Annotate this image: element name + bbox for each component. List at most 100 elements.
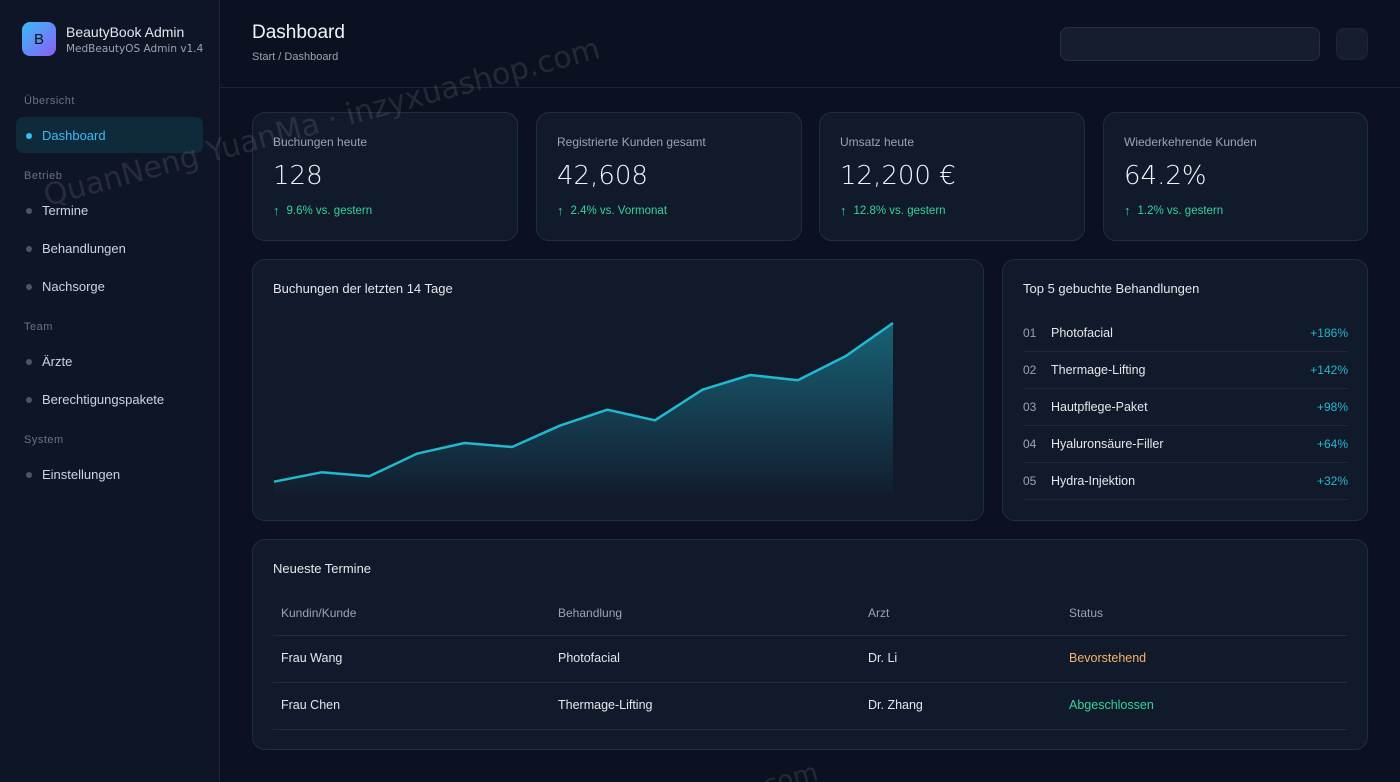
sidebar-item-label: Nachsorge	[42, 278, 105, 294]
chart-point[interactable]	[462, 441, 466, 445]
chart-point[interactable]	[272, 480, 276, 484]
kpi-card-registered-customers: Registrierte Kunden gesamt 42,608 ↑ 2.4% …	[536, 112, 802, 241]
treatment-name: Thermage-Lifting	[1051, 363, 1146, 377]
kpi-delta: ↑ 1.2% vs. gestern	[1124, 203, 1223, 218]
treatment-change: +64%	[1316, 437, 1348, 451]
chart-point[interactable]	[605, 408, 609, 412]
chart-point[interactable]	[367, 474, 371, 478]
cell-treatment: Thermage-Lifting	[558, 698, 653, 712]
sidebar-item-permission-packages[interactable]: Berechtigungspakete	[16, 381, 203, 417]
bookings-chart-card: Buchungen der letzten 14 Tage	[252, 259, 984, 521]
watermark-fragment: com	[760, 757, 822, 782]
sidebar-item-label: Dashboard	[42, 127, 106, 143]
chart-point[interactable]	[796, 378, 800, 382]
top-treatments-title: Top 5 gebuchte Behandlungen	[1023, 281, 1200, 296]
column-header-doctor[interactable]: Arzt	[868, 606, 890, 620]
sidebar-item-aftercare[interactable]: Nachsorge	[16, 268, 203, 304]
page-title: Dashboard	[252, 22, 345, 43]
brand-logo: B	[22, 22, 56, 56]
kpi-delta: ↑ 12.8% vs. gestern	[840, 203, 946, 218]
rank: 01	[1023, 326, 1037, 340]
kpi-delta: ↑ 9.6% vs. gestern	[273, 203, 372, 218]
treatment-name: Hydra-Injektion	[1051, 474, 1136, 488]
status-badge: Bevorstehend	[1069, 651, 1147, 665]
breadcrumb[interactable]: Start / Dashboard	[252, 51, 339, 63]
sidebar-item-label: Einstellungen	[42, 466, 121, 482]
brand[interactable]: B BeautyBook Admin MedBeautyOS Admin v1.…	[22, 22, 203, 56]
kpi-delta-text: 9.6% vs. gestern	[286, 204, 373, 217]
sidebar-item-doctors[interactable]: Ärzte	[16, 343, 203, 379]
chart-point[interactable]	[510, 445, 514, 449]
kpi-delta-text: 1.2% vs. gestern	[1137, 204, 1224, 217]
chart-point[interactable]	[891, 321, 895, 325]
kpi-label: Wiederkehrende Kunden	[1124, 135, 1257, 149]
sidebar-item-label: Ärzte	[42, 353, 73, 369]
treatment-name: Photofacial	[1051, 326, 1113, 340]
brand-subtitle: MedBeautyOS Admin v1.4	[66, 43, 204, 55]
chart-point[interactable]	[843, 354, 847, 358]
chart-point[interactable]	[748, 373, 752, 377]
top-treatment-row[interactable]: 04 Hyaluronsäure-Filler +64%	[1023, 426, 1348, 463]
kpi-label: Umsatz heute	[840, 135, 915, 149]
sidebar-item-label: Termine	[42, 202, 89, 218]
column-header-treatment[interactable]: Behandlung	[558, 606, 623, 620]
cell-client: Frau Wang	[281, 651, 343, 665]
dot-icon	[26, 246, 32, 252]
dot-icon	[26, 208, 32, 214]
kpi-value: 42,608	[557, 161, 648, 191]
top-treatment-row[interactable]: 05 Hydra-Injektion +32%	[1023, 463, 1348, 500]
cell-treatment: Photofacial	[558, 651, 620, 665]
section-label-operations: Betrieb	[24, 170, 63, 182]
dot-icon	[26, 359, 32, 365]
column-header-status[interactable]: Status	[1069, 606, 1104, 620]
dot-icon	[26, 472, 32, 478]
sidebar: B BeautyBook Admin MedBeautyOS Admin v1.…	[0, 0, 220, 782]
kpi-label: Registrierte Kunden gesamt	[557, 135, 706, 149]
kpi-delta-text: 2.4% vs. Vormonat	[570, 204, 668, 217]
section-label-system: System	[24, 434, 64, 446]
kpi-card-bookings-today: Buchungen heute 128 ↑ 9.6% vs. gestern	[252, 112, 518, 241]
kpi-delta: ↑ 2.4% vs. Vormonat	[557, 203, 667, 218]
top-treatment-row[interactable]: 03 Hautpflege-Paket +98%	[1023, 389, 1348, 426]
chart-point[interactable]	[320, 470, 324, 474]
chart-title: Buchungen der letzten 14 Tage	[273, 281, 453, 296]
sidebar-item-treatments[interactable]: Behandlungen	[16, 230, 203, 266]
sidebar-item-dashboard[interactable]: Dashboard	[16, 117, 203, 153]
column-header-client[interactable]: Kundin/Kunde	[281, 606, 357, 620]
top-treatment-row[interactable]: 02 Thermage-Lifting +142%	[1023, 352, 1348, 389]
section-label-overview: Übersicht	[24, 95, 75, 107]
status-badge: Abgeschlossen	[1069, 698, 1154, 712]
kpi-value: 64.2%	[1124, 161, 1207, 191]
appointments-title: Neueste Termine	[273, 561, 372, 576]
chart-point[interactable]	[653, 418, 657, 422]
top-treatment-row[interactable]: 01 Photofacial +186%	[1023, 315, 1348, 352]
page-header: Dashboard Start / Dashboard	[220, 0, 1400, 88]
chart-series-line	[273, 321, 894, 483]
header-action-button[interactable]	[1336, 28, 1368, 60]
treatment-change: +142%	[1310, 363, 1348, 377]
sidebar-item-label: Berechtigungspakete	[42, 391, 165, 407]
rank: 02	[1023, 363, 1037, 377]
brand-title: BeautyBook Admin	[66, 24, 185, 40]
chart-point[interactable]	[701, 388, 705, 392]
chart-point[interactable]	[558, 424, 562, 428]
dot-icon	[26, 397, 32, 403]
sidebar-item-appointments[interactable]: Termine	[16, 192, 203, 228]
rank: 05	[1023, 474, 1037, 488]
treatment-change: +186%	[1310, 326, 1348, 340]
recent-appointments-card: Neueste Termine Kundin/Kunde Behandlung …	[252, 539, 1368, 750]
top-treatments-card: Top 5 gebuchte Behandlungen 01 Photofacia…	[1002, 259, 1368, 521]
active-dot-icon	[26, 133, 32, 139]
rank: 03	[1023, 400, 1037, 414]
treatment-name: Hyaluronsäure-Filler	[1051, 437, 1164, 451]
sidebar-item-settings[interactable]: Einstellungen	[16, 456, 203, 492]
kpi-card-revenue-today: Umsatz heute 12,200 € ↑ 12.8% vs. gestern	[819, 112, 1085, 241]
arrow-up-icon: ↑	[1124, 203, 1131, 218]
bookings-area-chart	[272, 321, 895, 495]
cell-doctor: Dr. Zhang	[868, 698, 923, 712]
chart-point[interactable]	[415, 452, 419, 456]
treatment-change: +98%	[1316, 400, 1348, 414]
arrow-up-icon: ↑	[557, 203, 564, 218]
search-input[interactable]	[1060, 27, 1320, 61]
